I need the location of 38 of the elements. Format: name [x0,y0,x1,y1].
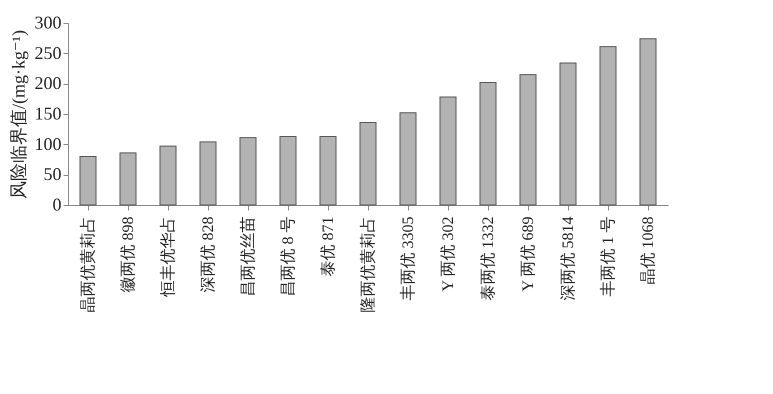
x-tick-label: 恒丰优华占 [159,216,177,298]
x-tick-label: 昌两优丝苗 [239,216,257,296]
y-tick-label: 200 [34,73,62,94]
y-tick-label: 300 [34,12,62,32]
x-tick-label: Y 两优 689 [520,216,537,292]
bar [240,137,256,206]
x-tick-label: 徽两优 898 [120,216,137,292]
bar [160,146,176,206]
y-tick-label: 100 [34,134,62,154]
x-tick-label: 深两优 828 [200,216,217,292]
bar [520,74,536,206]
bar [360,122,376,206]
y-tick-label: 50 [44,164,62,184]
bar [200,141,216,206]
bar [320,136,336,206]
bar [600,46,616,206]
x-tick-label: 深两优 5814 [560,216,577,300]
x-tick-label: 丰两优 1 号 [599,216,617,296]
bar [120,152,136,206]
x-tick-label: 丰两优 3305 [399,216,417,300]
bar [640,38,656,206]
bar [80,156,96,206]
y-axis-title: 风险临界值/(mg·kg⁻¹) [8,30,28,199]
bar [400,112,416,206]
x-tick-label: 泰优 871 [320,216,337,276]
x-tick-label: 泰两优 1332 [480,216,497,300]
y-tick-label: 150 [34,104,62,124]
x-tick-label: 晶优 1068 [640,216,657,284]
x-tick-label: 隆两优黄莉占 [359,216,377,312]
bar [480,82,496,206]
y-tick-label: 0 [52,194,62,214]
bar [440,96,456,206]
x-tick-label: Y 两优 302 [440,216,457,292]
x-tick-label: 晶两优黄莉占 [79,216,97,312]
y-tick-label: 250 [34,42,62,63]
bar [560,62,576,206]
x-tick-label: 昌两优 8 号 [280,216,297,296]
bar [280,136,296,206]
